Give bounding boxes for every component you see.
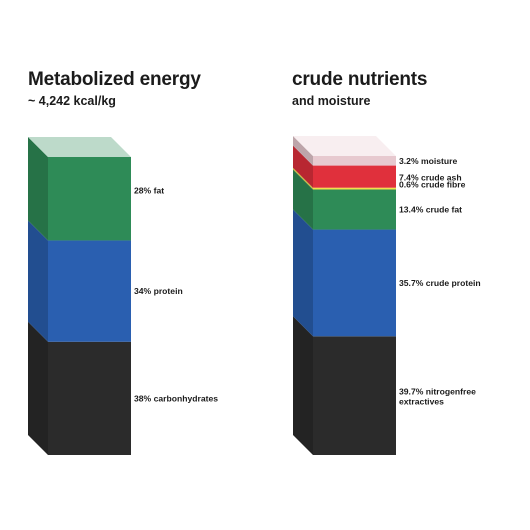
crude-nutrients-panel: crude nutrients and moisture 39.7% nitro…: [265, 0, 530, 530]
bar-front-nitrogenfree-extractives: [313, 336, 396, 455]
bar-top-cap: [293, 136, 396, 156]
bar-top-cap: [28, 137, 131, 157]
bar-front-protein: [48, 240, 131, 342]
segment-crude-fat: [293, 169, 396, 230]
bar-front-crude-fibre: [313, 187, 396, 190]
metabolized-energy-panel: Metabolized energy ~ 4,242 kcal/kg 38% c…: [28, 69, 218, 455]
metabolized-energy-stacked-bar: 38% carbonhydrates 34% protein 28% fat: [28, 137, 218, 455]
segment-crude-protein: [293, 209, 396, 337]
bar-side-moisture: [293, 136, 313, 166]
segment-moisture: [293, 136, 396, 166]
segment-carbonhydrates: [28, 321, 131, 455]
segment-label-crude-ash: 7.4% crude ash: [399, 173, 462, 183]
segment-nitrogenfree-extractives: [293, 316, 396, 455]
segment-crude-fibre: [293, 167, 396, 190]
bar-front-fat: [48, 157, 131, 241]
bar-side-crude-fibre: [293, 167, 313, 190]
bar-side-carbonhydrates: [28, 321, 48, 455]
segment-label-moisture: 3.2% moisture: [399, 156, 457, 166]
bar-side-crude-fat: [293, 169, 313, 230]
bar-side-crude-ash: [293, 145, 313, 188]
segment-label-nitrogenfree-extractives: 39.7% nitrogenfree extractives: [399, 387, 476, 407]
segment-fat: [28, 137, 131, 241]
bar-side-nitrogenfree-extractives: [293, 316, 313, 455]
chart-title: crude nutrients: [292, 69, 428, 90]
crude-nutrients-stacked-bar: 39.7% nitrogenfree extractives 35.7% crude…: [293, 136, 481, 455]
chart-title: Metabolized energy: [28, 69, 201, 90]
chart-subtitle: ~ 4,242 kcal/kg: [28, 94, 116, 108]
bar-front-carbonhydrates: [48, 341, 131, 455]
segment-label-crude-fat: 13.4% crude fat: [399, 205, 462, 215]
chart-subtitle: and moisture: [292, 94, 371, 108]
segment-crude-ash: [293, 145, 396, 188]
bar-front-crude-protein: [313, 229, 396, 337]
bar-front-crude-ash: [313, 165, 396, 188]
segment-label-protein: 34% protein: [134, 286, 183, 296]
segment-label-crude-fibre: 0.6% crude fibre: [399, 180, 466, 190]
bar-side-protein: [28, 220, 48, 342]
segment-label-fat: 28% fat: [134, 186, 164, 196]
segment-label-carbonhydrates: 38% carbonhydrates: [134, 393, 218, 403]
bar-side-fat: [28, 137, 48, 241]
bar-front-crude-fat: [313, 189, 396, 230]
bar-side-crude-protein: [293, 209, 313, 337]
segment-protein: [28, 220, 131, 342]
bar-front-moisture: [313, 156, 396, 166]
segment-label-crude-protein: 35.7% crude protein: [399, 278, 481, 288]
